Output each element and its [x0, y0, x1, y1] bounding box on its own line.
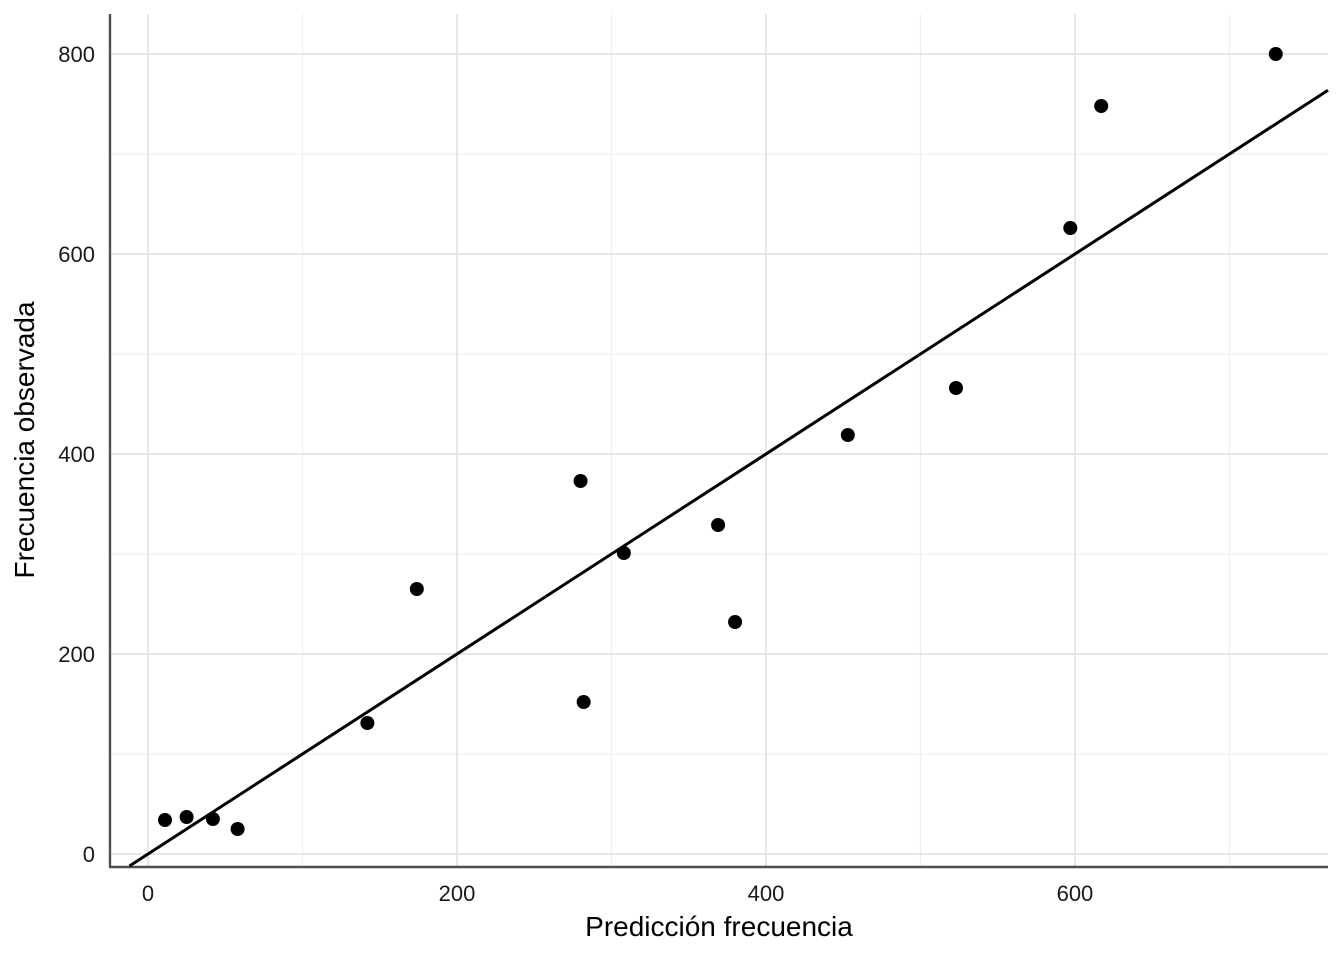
data-point: [1268, 47, 1283, 61]
y-tick-labels: 0 200 400 600 800: [58, 42, 95, 867]
data-point: [409, 582, 424, 596]
x-axis-title: Predicción frecuencia: [585, 911, 853, 942]
y-tick-label: 800: [58, 42, 95, 67]
x-tick-labels: 0 200 400 600: [142, 881, 1093, 906]
y-tick-label: 200: [58, 642, 95, 667]
data-point: [205, 812, 220, 826]
data-point: [1094, 99, 1109, 113]
y-tick-label: 400: [58, 442, 95, 467]
data-point: [179, 810, 194, 824]
data-point: [360, 716, 375, 730]
x-tick-label: 200: [439, 881, 476, 906]
data-point: [576, 695, 591, 709]
axis-spines: [108, 14, 1328, 869]
data-point: [1063, 221, 1078, 235]
y-tick-label: 0: [83, 842, 95, 867]
data-points: [157, 47, 1283, 836]
identity-line-group: [128, 88, 1329, 868]
x-tick-label: 400: [748, 881, 785, 906]
identity-line: [128, 88, 1329, 868]
data-point: [840, 428, 855, 442]
data-point: [948, 381, 963, 395]
data-point: [711, 518, 726, 532]
data-point: [230, 822, 245, 836]
y-tick-label: 600: [58, 242, 95, 267]
x-tick-label: 0: [142, 881, 154, 906]
minor-gridlines: [110, 14, 1328, 866]
major-gridlines: [110, 14, 1328, 866]
data-point: [728, 615, 743, 629]
data-point: [573, 474, 588, 488]
x-tick-label: 600: [1057, 881, 1094, 906]
y-axis-title: Frecuencia observada: [9, 301, 40, 578]
data-point: [616, 546, 631, 560]
data-point: [157, 813, 172, 827]
